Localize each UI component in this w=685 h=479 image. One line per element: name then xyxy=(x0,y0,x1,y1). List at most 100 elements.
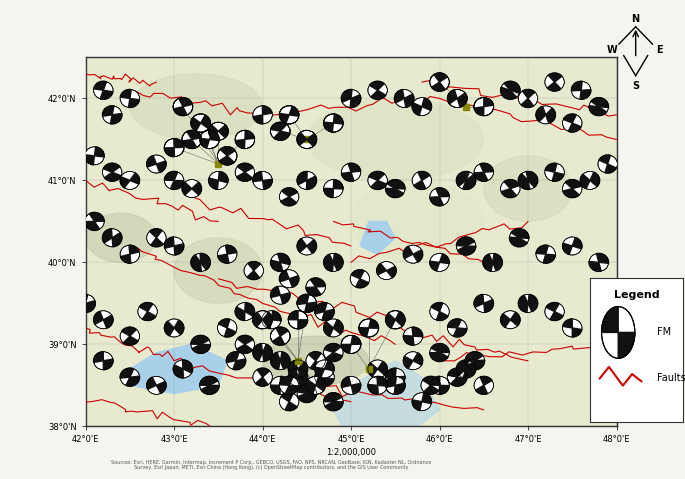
Wedge shape xyxy=(200,130,211,141)
Circle shape xyxy=(323,114,343,132)
Circle shape xyxy=(191,335,210,354)
Wedge shape xyxy=(597,253,608,263)
Wedge shape xyxy=(187,130,201,139)
Wedge shape xyxy=(523,90,535,99)
Circle shape xyxy=(447,368,467,386)
Wedge shape xyxy=(369,319,379,328)
Wedge shape xyxy=(191,117,201,131)
Wedge shape xyxy=(256,377,268,386)
Circle shape xyxy=(120,327,140,345)
Text: Legend: Legend xyxy=(614,290,660,300)
Circle shape xyxy=(323,319,343,337)
Circle shape xyxy=(341,335,361,354)
Wedge shape xyxy=(395,376,405,386)
Wedge shape xyxy=(76,295,88,306)
Wedge shape xyxy=(439,385,449,394)
Circle shape xyxy=(271,376,290,394)
Circle shape xyxy=(103,163,122,181)
Wedge shape xyxy=(377,362,387,375)
Wedge shape xyxy=(310,278,325,287)
Circle shape xyxy=(368,171,387,189)
Wedge shape xyxy=(191,255,201,272)
Circle shape xyxy=(173,360,192,378)
Circle shape xyxy=(501,180,520,198)
Circle shape xyxy=(271,327,290,345)
Circle shape xyxy=(315,303,334,320)
Wedge shape xyxy=(432,82,445,91)
Circle shape xyxy=(536,106,556,124)
Wedge shape xyxy=(85,221,99,230)
Wedge shape xyxy=(297,130,308,144)
Wedge shape xyxy=(315,368,328,377)
Wedge shape xyxy=(201,115,210,128)
Wedge shape xyxy=(122,327,136,336)
Wedge shape xyxy=(510,237,527,247)
Circle shape xyxy=(429,376,449,394)
Circle shape xyxy=(571,81,591,99)
Circle shape xyxy=(235,303,255,320)
Circle shape xyxy=(519,90,538,107)
Wedge shape xyxy=(350,95,361,107)
Wedge shape xyxy=(480,376,492,385)
Wedge shape xyxy=(121,90,132,99)
Circle shape xyxy=(279,393,299,411)
Circle shape xyxy=(465,352,485,370)
Wedge shape xyxy=(456,171,469,186)
Wedge shape xyxy=(271,286,280,297)
Wedge shape xyxy=(403,246,413,259)
Polygon shape xyxy=(334,361,440,443)
Wedge shape xyxy=(257,368,270,377)
Wedge shape xyxy=(219,125,228,137)
Wedge shape xyxy=(463,174,476,189)
Circle shape xyxy=(306,376,325,394)
Wedge shape xyxy=(182,360,192,373)
Circle shape xyxy=(474,163,493,181)
Circle shape xyxy=(76,295,95,312)
Wedge shape xyxy=(456,237,475,246)
Circle shape xyxy=(85,212,104,230)
Wedge shape xyxy=(369,171,384,181)
Wedge shape xyxy=(298,394,316,402)
Wedge shape xyxy=(413,353,423,365)
Wedge shape xyxy=(351,270,364,279)
Wedge shape xyxy=(273,336,284,345)
Circle shape xyxy=(94,81,113,99)
Wedge shape xyxy=(298,368,308,386)
Wedge shape xyxy=(545,163,557,172)
Wedge shape xyxy=(465,352,483,362)
Circle shape xyxy=(341,335,361,354)
Wedge shape xyxy=(164,171,177,181)
Ellipse shape xyxy=(86,213,156,262)
Wedge shape xyxy=(173,365,184,378)
Wedge shape xyxy=(253,115,263,124)
Circle shape xyxy=(519,295,538,312)
Circle shape xyxy=(306,352,325,370)
Wedge shape xyxy=(436,311,448,320)
Wedge shape xyxy=(403,356,413,369)
Circle shape xyxy=(341,90,361,107)
Wedge shape xyxy=(297,385,316,394)
Circle shape xyxy=(474,98,493,115)
Wedge shape xyxy=(95,147,104,157)
Wedge shape xyxy=(288,368,298,386)
Wedge shape xyxy=(280,128,290,140)
Wedge shape xyxy=(590,172,599,187)
Circle shape xyxy=(359,319,379,337)
Wedge shape xyxy=(209,126,219,137)
Wedge shape xyxy=(235,139,245,148)
Wedge shape xyxy=(285,402,297,411)
Wedge shape xyxy=(456,360,469,375)
Circle shape xyxy=(297,130,316,148)
Wedge shape xyxy=(323,188,334,198)
Circle shape xyxy=(200,130,219,148)
Circle shape xyxy=(279,270,299,288)
Circle shape xyxy=(253,171,273,189)
Wedge shape xyxy=(201,385,219,394)
Circle shape xyxy=(191,114,210,132)
Wedge shape xyxy=(351,335,361,344)
Circle shape xyxy=(271,122,290,140)
Wedge shape xyxy=(377,376,387,386)
Wedge shape xyxy=(418,171,430,181)
Wedge shape xyxy=(565,180,582,189)
Circle shape xyxy=(323,180,343,198)
